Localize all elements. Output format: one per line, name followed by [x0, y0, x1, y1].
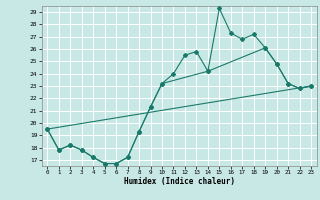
X-axis label: Humidex (Indice chaleur): Humidex (Indice chaleur) [124, 177, 235, 186]
